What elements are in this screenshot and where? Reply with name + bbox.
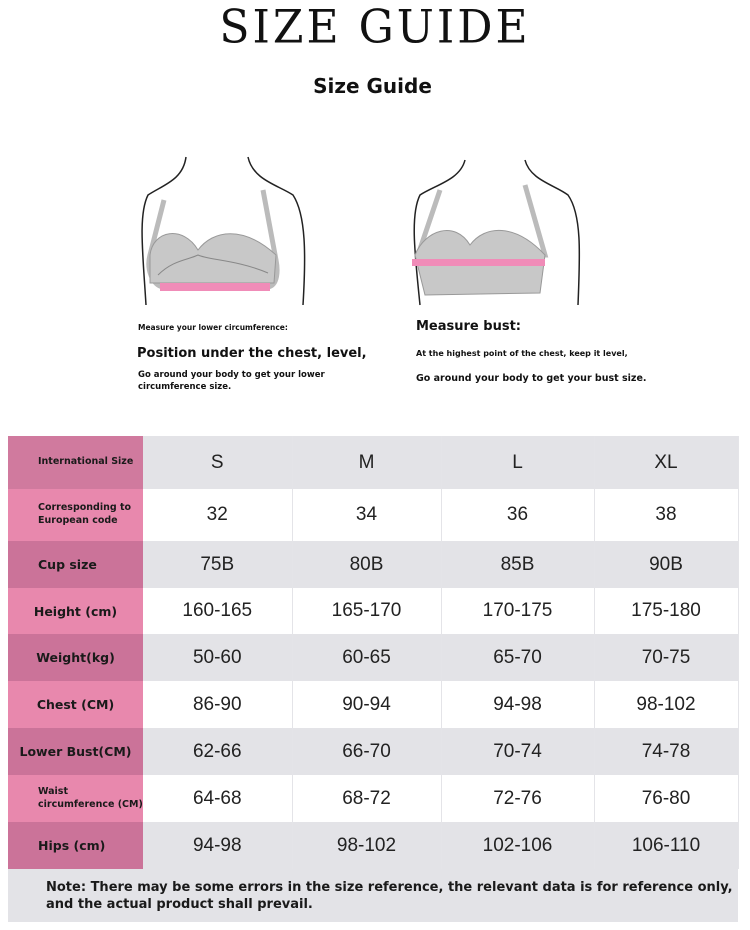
- table-cell: 50-60: [143, 634, 293, 681]
- row-label: Cup size: [8, 541, 143, 588]
- table-cell: 64-68: [143, 775, 293, 822]
- table-row: Lower Bust(CM) 62-66 66-70 70-74 74-78: [8, 728, 739, 775]
- row-label: Height (cm): [8, 588, 143, 634]
- table-cell: 90-94: [292, 681, 442, 728]
- table-cell: 106-110: [594, 822, 739, 869]
- table-cell: 36: [441, 489, 595, 541]
- row-label: Weight(kg): [8, 634, 143, 681]
- table-cell: 98-102: [594, 681, 739, 728]
- left-body-line1: Go around your body to get your lower: [138, 370, 325, 380]
- row-label: Waist circumference (CM): [8, 775, 143, 822]
- table-cell: XL: [594, 436, 739, 489]
- table-cell: 62-66: [143, 728, 293, 775]
- table-row: Cup size 75B 80B 85B 90B: [8, 541, 739, 588]
- row-label: International Size: [8, 436, 143, 489]
- note-line-2: and the actual product shall prevail.: [46, 897, 313, 912]
- size-table: International Size S M L XL Corresponding to …: [8, 436, 739, 869]
- left-heading: Position under the chest, level,: [137, 346, 367, 361]
- right-line1: At the highest point of the chest, keep …: [416, 349, 628, 358]
- table-cell: 68-72: [292, 775, 442, 822]
- table-cell: 98-102: [292, 822, 442, 869]
- left-caption: Measure your lower circumference:: [138, 323, 288, 332]
- row-label: Chest (CM): [8, 681, 143, 728]
- table-cell: S: [143, 436, 293, 489]
- table-row: Corresponding to European code 32 34 36 38: [8, 489, 739, 541]
- table-cell: 90B: [594, 541, 739, 588]
- bust-illustration: [412, 159, 581, 306]
- table-cell: 165-170: [292, 588, 442, 634]
- table-row: International Size S M L XL: [8, 436, 739, 489]
- table-cell: 102-106: [441, 822, 595, 869]
- table-cell: 70-75: [594, 634, 739, 681]
- lower-circumference-illustration: [141, 156, 306, 306]
- size-note: Note: There may be some errors in the si…: [8, 869, 738, 922]
- page-subtitle: Size Guide: [313, 74, 432, 98]
- table-cell: 86-90: [143, 681, 293, 728]
- table-cell: 38: [594, 489, 739, 541]
- right-line2: Go around your body to get your bust siz…: [416, 373, 647, 384]
- table-cell: 72-76: [441, 775, 595, 822]
- left-body-line2: circumference size.: [138, 382, 232, 392]
- right-heading: Measure bust:: [416, 319, 521, 334]
- table-cell: 160-165: [143, 588, 293, 634]
- table-row: Hips (cm) 94-98 98-102 102-106 106-110: [8, 822, 739, 869]
- table-cell: 94-98: [143, 822, 293, 869]
- table-cell: 85B: [441, 541, 595, 588]
- row-label: Corresponding to European code: [8, 489, 143, 541]
- table-cell: 65-70: [441, 634, 595, 681]
- table-cell: 74-78: [594, 728, 739, 775]
- table-row: Height (cm) 160-165 165-170 170-175 175-180: [8, 588, 739, 634]
- note-line-1: Note: There may be some errors in the si…: [46, 880, 733, 895]
- table-cell: M: [292, 436, 442, 489]
- row-label: Lower Bust(CM): [8, 728, 143, 775]
- table-cell: 32: [143, 489, 293, 541]
- table-cell: 94-98: [441, 681, 595, 728]
- table-row: Chest (CM) 86-90 90-94 94-98 98-102: [8, 681, 739, 728]
- row-label: Hips (cm): [8, 822, 143, 869]
- table-cell: 34: [292, 489, 442, 541]
- table-row: Waist circumference (CM) 64-68 68-72 72-76 7…: [8, 775, 739, 822]
- table-cell: L: [441, 436, 595, 489]
- table-cell: 170-175: [441, 588, 595, 634]
- table-row: Weight(kg) 50-60 60-65 65-70 70-75: [8, 634, 739, 681]
- table-cell: 76-80: [594, 775, 739, 822]
- table-cell: 60-65: [292, 634, 442, 681]
- page-title: SIZE GUIDE: [219, 0, 531, 55]
- table-cell: 70-74: [441, 728, 595, 775]
- table-cell: 80B: [292, 541, 442, 588]
- table-cell: 75B: [143, 541, 293, 588]
- table-cell: 175-180: [594, 588, 739, 634]
- table-cell: 66-70: [292, 728, 442, 775]
